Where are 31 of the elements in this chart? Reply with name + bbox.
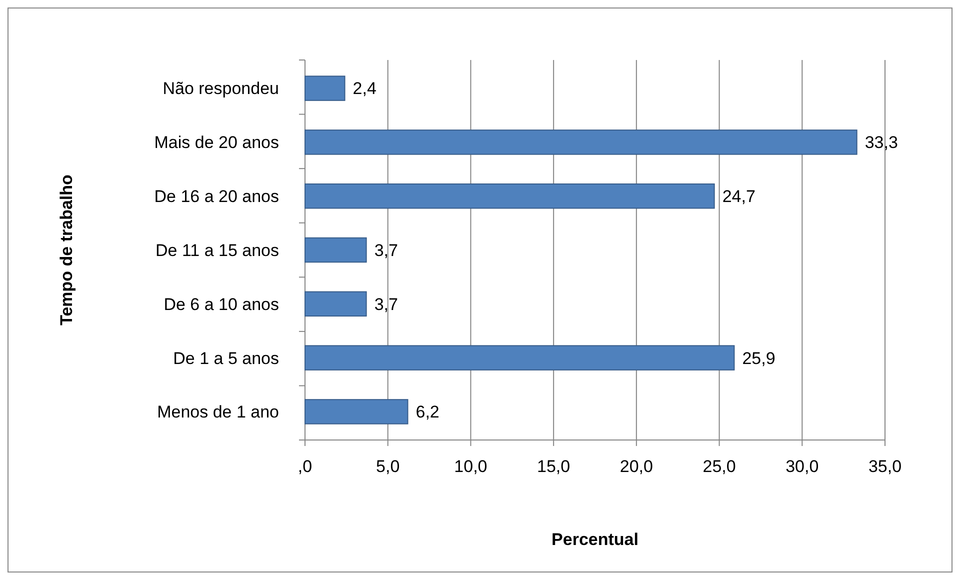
x-tick-label: 5,0 bbox=[376, 457, 400, 476]
data-label: 3,7 bbox=[374, 294, 398, 314]
bar bbox=[304, 291, 367, 317]
x-tick-label: 30,0 bbox=[786, 457, 819, 476]
y-tick-label: Mais de 20 anos bbox=[154, 133, 279, 152]
data-label: 6,2 bbox=[416, 402, 440, 422]
y-tick-label: Não respondeu bbox=[162, 79, 279, 98]
x-tick-label: 10,0 bbox=[454, 457, 488, 476]
data-label: 2,4 bbox=[352, 79, 376, 98]
data-label: 33,3 bbox=[864, 133, 898, 152]
bar bbox=[304, 345, 735, 370]
x-tick-label: 15,0 bbox=[537, 457, 570, 476]
x-tick-label: 20,0 bbox=[620, 457, 653, 476]
bar bbox=[304, 399, 408, 424]
y-tick-label: De 6 a 10 anos bbox=[164, 294, 279, 314]
x-tick-label: ,0 bbox=[298, 457, 312, 476]
x-tick-label: 25,0 bbox=[702, 457, 736, 476]
y-tick-label: De 16 a 20 anos bbox=[154, 187, 279, 206]
y-axis-title: Tempo de trabalho bbox=[57, 174, 76, 326]
bar bbox=[304, 130, 858, 155]
x-tick-label: 35,0 bbox=[868, 457, 902, 476]
bar bbox=[304, 237, 367, 263]
x-axis-title: Percentual bbox=[552, 530, 638, 549]
bar bbox=[304, 76, 346, 101]
data-label: 24,7 bbox=[722, 187, 756, 206]
y-tick-label: De 11 a 15 anos bbox=[156, 240, 279, 260]
bar bbox=[304, 183, 715, 209]
y-tick-label: De 1 a 5 anos bbox=[173, 348, 279, 368]
y-tick-label: Menos de 1 ano bbox=[157, 402, 279, 422]
data-label: 25,9 bbox=[742, 348, 776, 368]
data-label: 3,7 bbox=[374, 240, 398, 260]
